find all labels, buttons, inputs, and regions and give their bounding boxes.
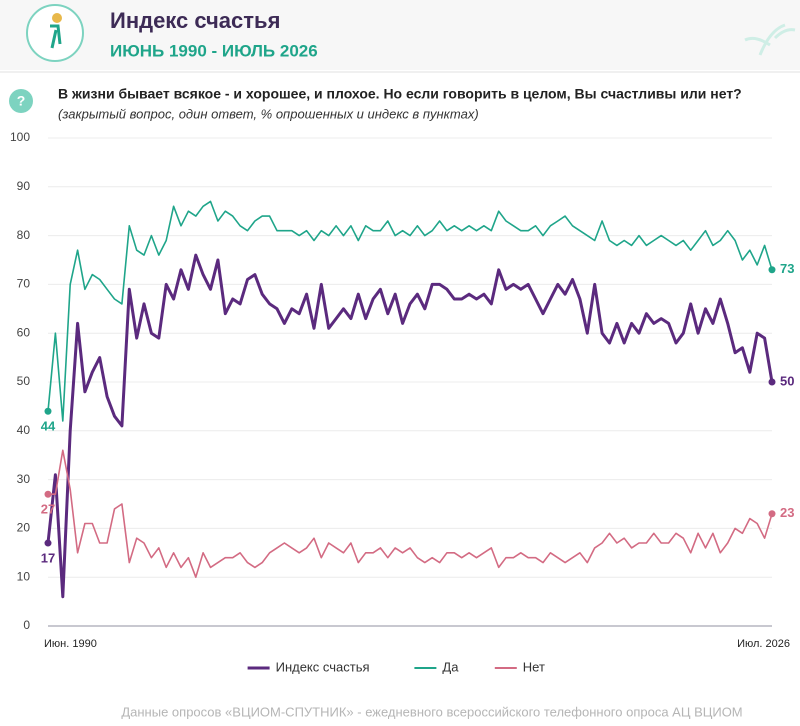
question-note: (закрытый вопрос, один ответ, % опрошенн… xyxy=(58,106,479,121)
value-label: 50 xyxy=(780,373,794,388)
question-icon xyxy=(9,89,33,113)
logo-icon xyxy=(50,24,62,49)
end-point xyxy=(768,266,776,274)
y-tick-label: 60 xyxy=(17,325,31,339)
value-label: 44 xyxy=(41,419,56,434)
logo-icon xyxy=(52,13,62,23)
question-icon: ? xyxy=(17,93,26,109)
y-tick-label: 70 xyxy=(17,277,31,291)
end-point xyxy=(44,490,52,498)
y-tick-label: 10 xyxy=(17,569,31,583)
y-tick-label: 40 xyxy=(17,423,31,437)
end-point xyxy=(768,378,776,386)
series-line xyxy=(46,253,774,599)
y-tick-label: 80 xyxy=(17,228,31,242)
decor xyxy=(744,23,796,56)
header-bg xyxy=(0,0,800,70)
end-point xyxy=(768,510,776,518)
y-tick-label: 20 xyxy=(17,521,31,535)
y-tick-label: 50 xyxy=(17,374,31,388)
series-line xyxy=(48,449,773,578)
value-label: 17 xyxy=(41,550,55,565)
value-label: 23 xyxy=(780,505,794,520)
end-point xyxy=(44,539,52,547)
source: Данные опросов «ВЦИОМ-СПУТНИК» - ежеднев… xyxy=(121,704,742,719)
title: Индекс счастья xyxy=(110,8,280,33)
y-tick-label: 90 xyxy=(17,179,31,193)
x-tick-label: Июл. 2026 xyxy=(737,638,790,650)
legend-label: Индекс счастья xyxy=(276,659,370,674)
question: В жизни бывает всякое - и хорошее, и пло… xyxy=(58,86,742,102)
subtitle: ИЮНЬ 1990 - ИЮЛЬ 2026 xyxy=(110,41,318,60)
value-label: 73 xyxy=(780,261,794,276)
end-point xyxy=(44,407,52,415)
y-tick-label: 0 xyxy=(23,618,30,632)
y-tick-label: 30 xyxy=(17,472,31,486)
legend-label: Нет xyxy=(523,659,545,674)
x-tick-label: Июн. 1990 xyxy=(44,638,97,650)
series-line xyxy=(47,200,773,422)
legend-label: Да xyxy=(442,659,459,674)
y-tick-label: 100 xyxy=(10,130,30,144)
value-label: 27 xyxy=(41,502,55,517)
